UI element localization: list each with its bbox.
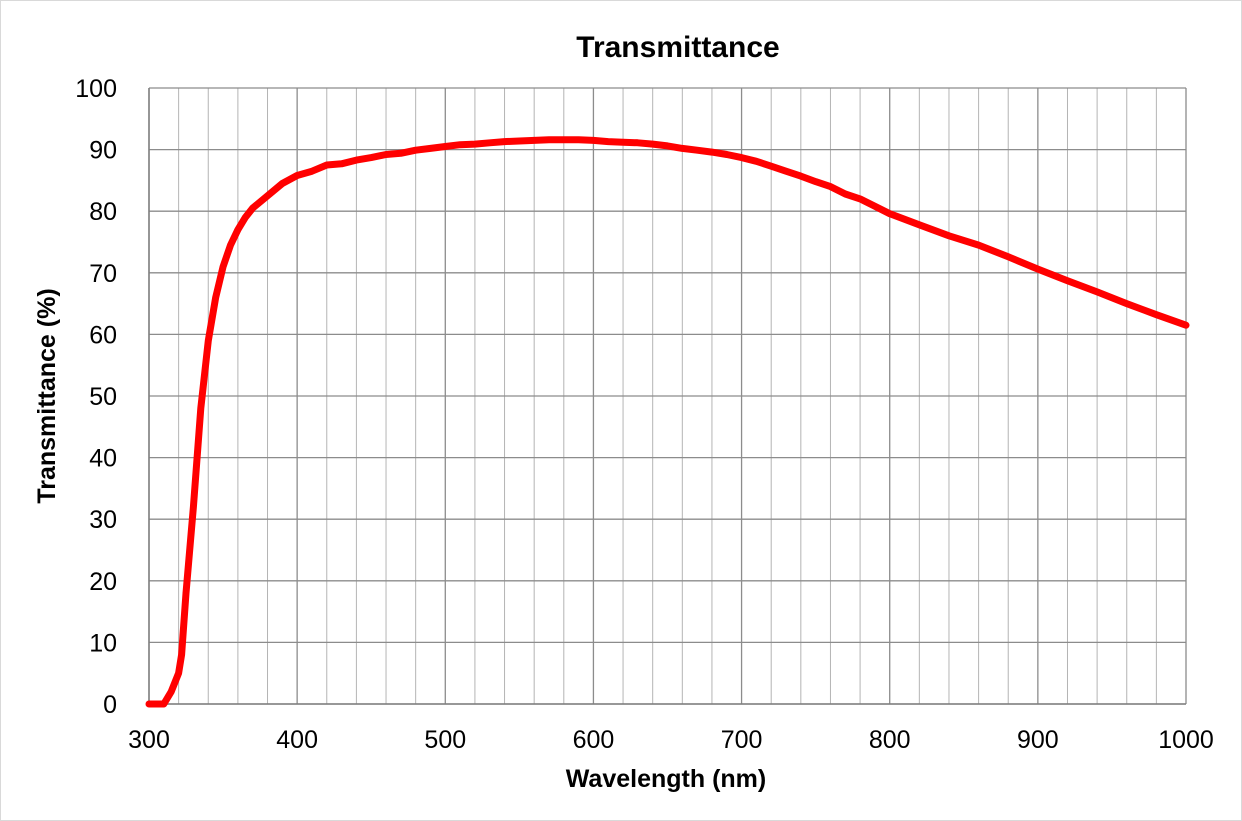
x-tick-label: 400 xyxy=(276,726,318,754)
y-tick-label: 80 xyxy=(89,198,117,226)
x-tick-labels: 300 400 500 600 700 800 900 1000 xyxy=(128,726,1214,754)
x-tick-label: 500 xyxy=(424,726,466,754)
y-tick-label: 60 xyxy=(89,321,117,349)
y-tick-label: 30 xyxy=(89,506,117,534)
y-tick-label: 90 xyxy=(89,137,117,165)
y-tick-label: 20 xyxy=(89,568,117,596)
x-tick-label: 1000 xyxy=(1158,726,1214,754)
x-tick-label: 800 xyxy=(869,726,911,754)
series-layer xyxy=(145,136,1190,708)
axes xyxy=(148,88,1186,705)
y-tick-labels: 0 10 20 30 40 50 60 70 80 90 100 xyxy=(75,75,117,719)
transmittance-series-line xyxy=(145,136,1190,708)
chart-title: Transmittance xyxy=(576,31,779,64)
y-tick-label: 50 xyxy=(89,383,117,411)
x-tick-label: 300 xyxy=(128,726,170,754)
y-tick-label: 40 xyxy=(89,445,117,473)
y-tick-label: 10 xyxy=(89,629,117,657)
y-tick-label: 70 xyxy=(89,260,117,288)
grid xyxy=(148,87,1187,705)
y-tick-label: 0 xyxy=(103,691,117,719)
x-axis-label: Wavelength (nm) xyxy=(566,765,766,793)
y-tick-label: 100 xyxy=(75,75,117,103)
x-tick-label: 900 xyxy=(1017,726,1059,754)
y-axis-label: Transmittance (%) xyxy=(33,288,61,503)
x-tick-label: 700 xyxy=(721,726,763,754)
x-tick-label: 600 xyxy=(573,726,615,754)
